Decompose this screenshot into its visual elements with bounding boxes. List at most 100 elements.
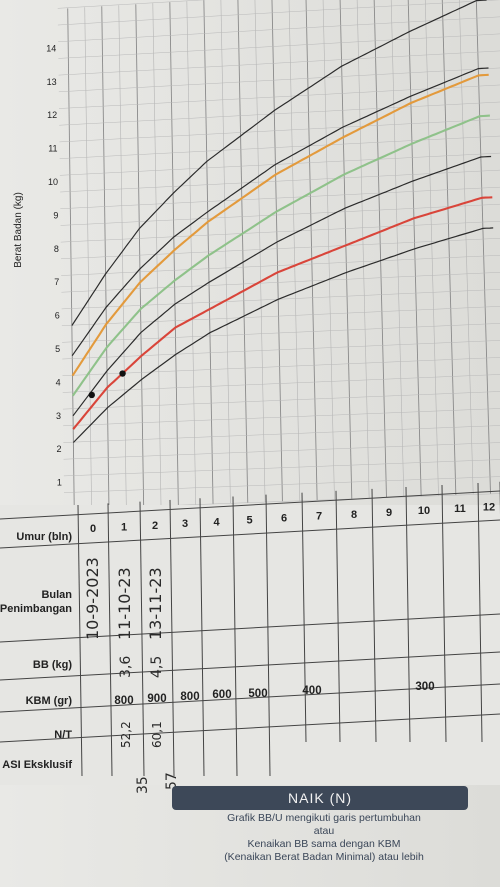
growth-curve-green — [71, 114, 490, 397]
y-tick-label: 5 — [55, 344, 60, 354]
table-vline — [405, 486, 411, 743]
y-tick-label: 2 — [56, 444, 61, 454]
nt-entry: 60,1 — [150, 721, 164, 748]
grid-hline — [60, 203, 500, 226]
row-label: Bulan — [41, 589, 72, 601]
handwritten-entries: 10-9-2023 11-10-23 13-11-23 3,6 4,5 52,2 60,1 3… — [83, 557, 180, 794]
growth-curve-outer — [71, 67, 489, 357]
month-header: 9 — [386, 507, 392, 519]
grid-hline — [62, 340, 500, 360]
handwritten-number: 57 — [164, 772, 180, 790]
grid-vline — [441, 0, 457, 495]
growth-curve-orange — [71, 73, 489, 377]
month-header: 7 — [316, 511, 322, 523]
chart-grid — [57, 0, 500, 510]
weight-point — [88, 391, 95, 399]
growth-curve-red — [72, 196, 493, 430]
grid-hline — [62, 323, 500, 343]
grid-hline — [59, 118, 500, 143]
date-entry: 10-9-2023 — [83, 557, 102, 640]
legend-line-4: (Kenaikan Berat Badan Minimal) atau lebi… — [224, 851, 424, 863]
grid-hline — [61, 255, 500, 276]
month-header: 12 — [483, 501, 495, 513]
legend-line-2: atau — [313, 825, 335, 837]
growth-curves — [71, 0, 494, 443]
grid-hline — [61, 306, 500, 326]
grid-hline — [62, 374, 500, 393]
grid-vline — [118, 5, 127, 508]
weight-points — [88, 370, 126, 399]
handwritten-number: 35 — [135, 776, 151, 794]
y-tick-label: 4 — [56, 377, 61, 387]
y-tick-label: 12 — [47, 110, 57, 120]
legend-line-1: Grafik BB/U mengikuti garis pertumbuhan — [227, 812, 421, 824]
table-vline — [265, 494, 271, 777]
bb-entry: 4,5 — [149, 656, 165, 678]
month-header: 2 — [152, 520, 158, 532]
table-vline — [477, 482, 483, 743]
grid-hline — [61, 289, 500, 310]
growth-curve-outer — [71, 0, 487, 326]
table-hline — [0, 490, 500, 520]
table-vline — [139, 501, 145, 777]
grid-vline — [67, 8, 75, 510]
y-tick-label: 6 — [55, 311, 60, 321]
grid-hline — [62, 357, 500, 376]
grid-hline — [60, 186, 500, 209]
table-vline — [199, 498, 205, 777]
grid-hline — [58, 16, 500, 42]
month-header: 0 — [90, 523, 96, 535]
grid-hline — [59, 152, 500, 176]
bb-entry: 3,6 — [118, 656, 134, 678]
grid-hline — [60, 237, 500, 260]
row-label: BB (kg) — [33, 659, 72, 671]
grid-hline — [59, 135, 500, 159]
kbm-value: 900 — [147, 693, 166, 705]
y-tick-label: 13 — [47, 77, 57, 87]
date-entry: 13-11-23 — [146, 567, 165, 640]
kbm-value: 300 — [415, 681, 434, 693]
table-hline — [0, 713, 500, 743]
grid-hline — [59, 101, 500, 126]
y-tick-label: 9 — [53, 210, 58, 220]
weight-point — [119, 370, 126, 377]
kbm-value: 500 — [248, 688, 267, 700]
legend-banner: NAIK (N) — [172, 786, 468, 810]
grid-hline — [57, 0, 206, 9]
growth-curve-outer — [72, 155, 492, 417]
kbm-value: 600 — [212, 689, 231, 701]
y-tick-label: 8 — [54, 244, 59, 254]
grid-hline — [60, 169, 500, 193]
grid-hline — [58, 67, 500, 93]
table-vline — [441, 484, 447, 743]
legend-note: Grafik BB/U mengikuti garis pertumbuhan … — [168, 812, 480, 864]
table-vline — [301, 492, 307, 743]
y-tick-label: 11 — [48, 144, 57, 154]
nt-entry: 52,2 — [119, 721, 133, 748]
y-tick-label: 1 — [57, 478, 62, 488]
table-vline — [169, 499, 175, 777]
row-label: ASI Eksklusif — [2, 759, 72, 771]
y-tick-label: 7 — [54, 277, 59, 287]
grid-vline — [459, 0, 474, 495]
row-label: Umur (bln) — [16, 531, 72, 543]
y-tick-label: 3 — [56, 411, 61, 421]
month-header: 1 — [121, 521, 127, 533]
table-hline — [0, 519, 500, 549]
table-vline — [371, 488, 377, 743]
grid-hline — [63, 408, 500, 427]
month-header: 5 — [246, 515, 252, 527]
table-vline — [77, 504, 83, 777]
table-vline — [107, 503, 113, 777]
grid-hline — [63, 442, 500, 460]
y-tick-label: 14 — [46, 43, 56, 53]
grid-vline — [101, 6, 110, 509]
grid-hline — [58, 33, 500, 59]
grid-hline — [63, 425, 500, 443]
grid-hline — [60, 220, 500, 243]
grid-hline — [58, 50, 500, 76]
month-header: 3 — [182, 518, 188, 530]
month-header: 6 — [281, 513, 287, 525]
